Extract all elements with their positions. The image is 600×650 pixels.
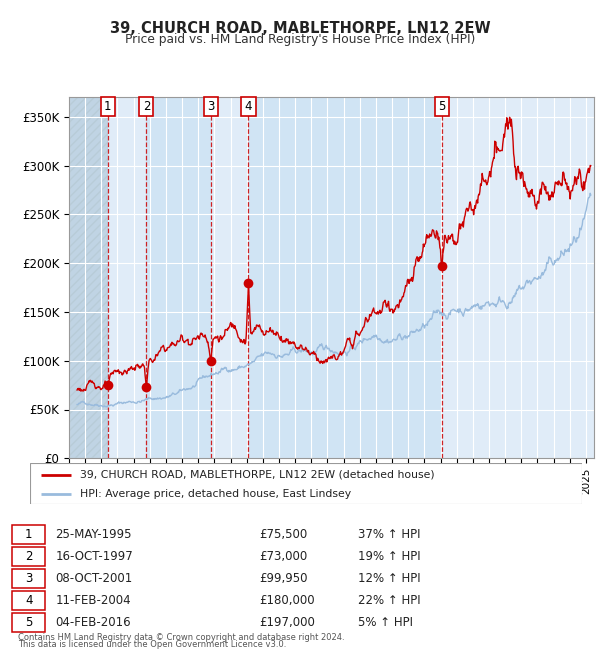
Text: 39, CHURCH ROAD, MABLETHORPE, LN12 2EW: 39, CHURCH ROAD, MABLETHORPE, LN12 2EW	[110, 21, 490, 36]
Text: 37% ↑ HPI: 37% ↑ HPI	[358, 528, 420, 541]
Text: 22% ↑ HPI: 22% ↑ HPI	[358, 594, 420, 607]
Text: 3: 3	[25, 572, 32, 585]
Text: Price paid vs. HM Land Registry's House Price Index (HPI): Price paid vs. HM Land Registry's House …	[125, 32, 475, 46]
Text: 1: 1	[25, 528, 32, 541]
Text: 5: 5	[439, 100, 446, 113]
Text: 12% ↑ HPI: 12% ↑ HPI	[358, 572, 420, 585]
Bar	[442, 98, 594, 458]
Text: HPI: Average price, detached house, East Lindsey: HPI: Average price, detached house, East…	[80, 489, 351, 499]
Text: £75,500: £75,500	[260, 528, 308, 541]
Bar	[69, 98, 107, 458]
Text: £180,000: £180,000	[260, 594, 316, 607]
Text: 1: 1	[104, 100, 112, 113]
Text: 2: 2	[25, 550, 32, 563]
Text: £73,000: £73,000	[260, 550, 308, 563]
FancyBboxPatch shape	[12, 525, 46, 544]
Text: 3: 3	[207, 100, 214, 113]
Text: 16-OCT-1997: 16-OCT-1997	[55, 550, 133, 563]
Text: 4: 4	[245, 100, 252, 113]
Text: 25-MAY-1995: 25-MAY-1995	[55, 528, 132, 541]
Text: 19% ↑ HPI: 19% ↑ HPI	[358, 550, 420, 563]
Text: £99,950: £99,950	[260, 572, 308, 585]
Text: 4: 4	[25, 594, 32, 607]
Text: This data is licensed under the Open Government Licence v3.0.: This data is licensed under the Open Gov…	[18, 640, 286, 649]
Text: 2: 2	[143, 100, 150, 113]
FancyBboxPatch shape	[12, 592, 46, 610]
Bar	[69, 98, 107, 458]
Text: 39, CHURCH ROAD, MABLETHORPE, LN12 2EW (detached house): 39, CHURCH ROAD, MABLETHORPE, LN12 2EW (…	[80, 470, 434, 480]
Text: 5% ↑ HPI: 5% ↑ HPI	[358, 616, 413, 629]
Text: £197,000: £197,000	[260, 616, 316, 629]
Bar	[248, 98, 442, 458]
Bar	[146, 98, 211, 458]
FancyBboxPatch shape	[12, 614, 46, 632]
Text: 11-FEB-2004: 11-FEB-2004	[55, 594, 131, 607]
Text: 08-OCT-2001: 08-OCT-2001	[55, 572, 133, 585]
Bar	[107, 98, 146, 458]
FancyBboxPatch shape	[12, 547, 46, 566]
Text: 04-FEB-2016: 04-FEB-2016	[55, 616, 131, 629]
FancyBboxPatch shape	[12, 569, 46, 588]
Text: Contains HM Land Registry data © Crown copyright and database right 2024.: Contains HM Land Registry data © Crown c…	[18, 633, 344, 642]
Bar	[211, 98, 248, 458]
Text: 5: 5	[25, 616, 32, 629]
